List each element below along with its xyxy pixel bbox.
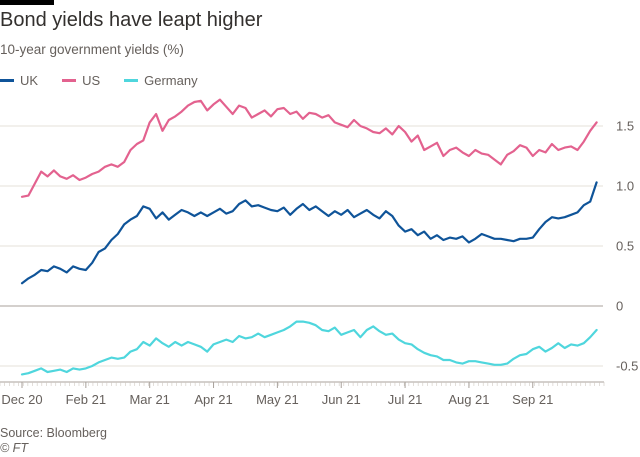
y-tick-label: 0.5 [616, 239, 634, 254]
x-tick-label: May 21 [256, 392, 299, 407]
series-line-germany [20, 320, 598, 376]
series-line-us [20, 98, 598, 198]
x-tick-label: Jun 21 [322, 392, 361, 407]
ft-logo: © FT [0, 441, 28, 455]
y-tick-label: 0 [616, 299, 623, 314]
legend-item-germany: Germany [124, 72, 198, 88]
chart-subtitle: 10-year government yields (%) [0, 42, 184, 57]
legend-label-germany: Germany [144, 72, 198, 88]
legend-swatch-uk [0, 78, 14, 82]
x-tick-label: Feb 21 [66, 392, 106, 407]
x-tick-label: Jul 21 [388, 392, 423, 407]
legend-swatch-us [62, 78, 77, 82]
legend-label-uk: UK [20, 72, 39, 88]
legend-swatch-germany [124, 78, 139, 82]
legend-label-us: US [82, 72, 101, 88]
x-tick-label: Mar 21 [129, 392, 169, 407]
legend-item-uk: UK [0, 73, 38, 88]
brand-bar [0, 0, 54, 5]
y-tick-label: -0.5 [616, 359, 638, 374]
chart-title: Bond yields have leapt higher [0, 9, 263, 31]
x-tick-label: Dec 20 [1, 392, 42, 407]
x-tick-label: Aug 21 [448, 392, 489, 407]
y-tick-label: 1.0 [616, 179, 634, 194]
source-note: Source: Bloomberg [0, 426, 108, 440]
x-tick-label: Sep 21 [512, 392, 553, 407]
legend-item-us: US [62, 73, 100, 88]
x-tick-label: Apr 21 [194, 392, 232, 407]
y-tick-label: 1.5 [616, 119, 634, 134]
series-line-uk [20, 181, 598, 285]
legend: UK US Germany [0, 72, 222, 88]
